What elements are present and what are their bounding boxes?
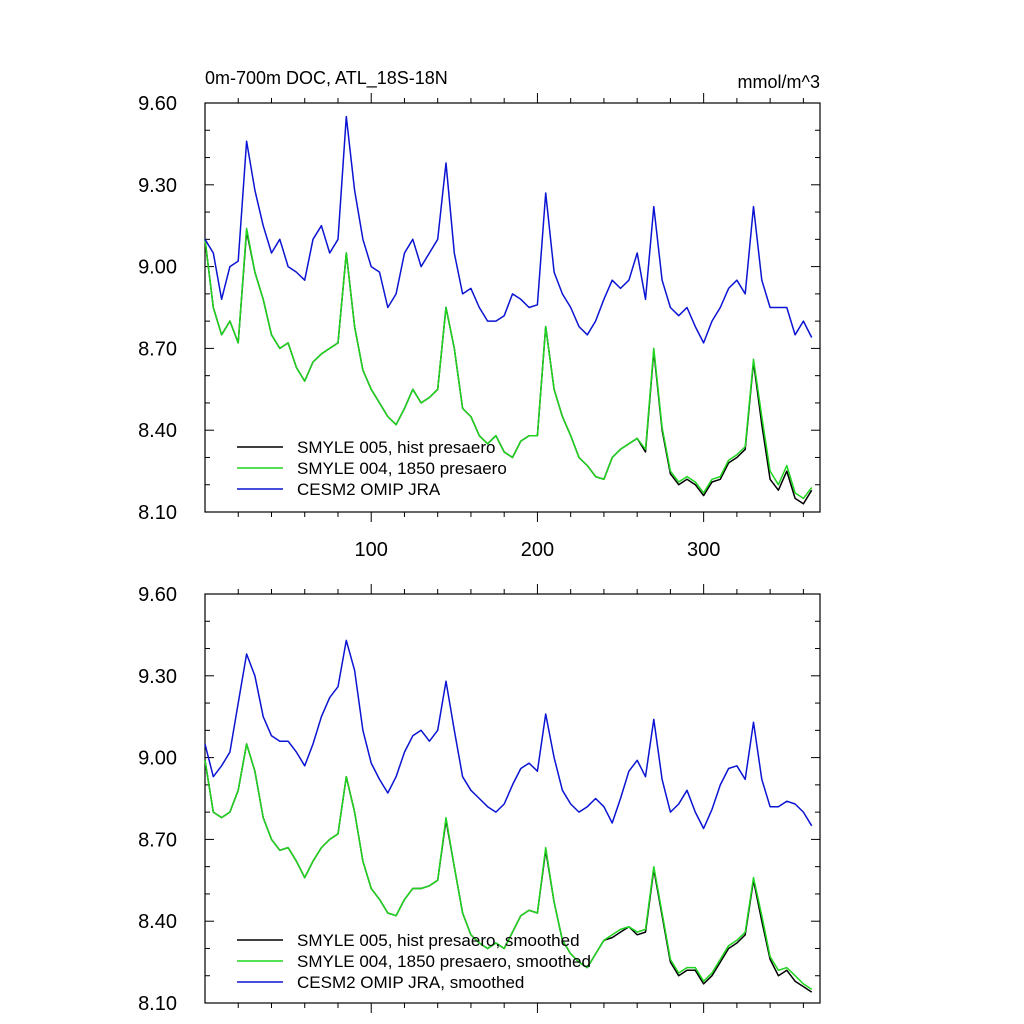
- chart-title: 0m-700m DOC, ATL_18S-18N: [205, 68, 448, 89]
- series-line-3: [204, 639, 813, 830]
- plot-frame-top: [204, 102, 821, 513]
- bottom-panel: 8.10 8.40 8.70 9.00 9.30 9.60 SMYLE 005, hist…: [138, 584, 821, 1015]
- y-tick-label: 8.70: [138, 829, 177, 851]
- legend-label: CESM2 OMIP JRA: [297, 480, 441, 499]
- legend-top: SMYLE 005, hist presaero SMYLE 004, 1850 …: [237, 438, 507, 499]
- legend-label: SMYLE 004, 1850 presaero: [297, 459, 507, 478]
- x-tick-label: 100: [355, 539, 388, 561]
- legend-bottom: SMYLE 005, hist presaero, smoothed SMYLE …: [237, 931, 591, 992]
- y-tick-label: 8.40: [138, 911, 177, 933]
- legend-label: CESM2 OMIP JRA, smoothed: [297, 973, 524, 992]
- y-tick-label: 9.30: [138, 666, 177, 688]
- series-line-2: [204, 227, 813, 500]
- x-tick-label: 200: [521, 539, 554, 561]
- top-panel: 0m-700m DOC, ATL_18S-18N mmol/m^3 8.108.…: [138, 68, 821, 561]
- series-lines-bottom: [204, 639, 813, 993]
- series-lines-top: [204, 115, 813, 505]
- y-tick-label: 8.10: [138, 502, 177, 524]
- axis-ticks-top: 8.10 8.40 8.70 9.00 9.30 9.60 100 200 300: [138, 93, 820, 561]
- legend-label: SMYLE 005, hist presaero, smoothed: [297, 931, 580, 950]
- y-tick-label: 9.60: [138, 93, 177, 115]
- y-tick-label: 8.40: [138, 420, 177, 442]
- plot-frame-bottom: [204, 593, 821, 1004]
- y-tick-label: 9.00: [138, 257, 177, 279]
- series-line-2: [204, 743, 813, 991]
- y-tick-label: 9.60: [138, 584, 177, 606]
- y-tick-label: 9.30: [138, 175, 177, 197]
- x-tick-label: 300: [687, 539, 720, 561]
- y-tick-label: 8.10: [138, 993, 177, 1015]
- axis-ticks-bottom: 8.10 8.40 8.70 9.00 9.30 9.60: [138, 584, 820, 1015]
- legend-label: SMYLE 005, hist presaero: [297, 438, 495, 457]
- y-tick-label: 8.70: [138, 338, 177, 360]
- legend-label: SMYLE 004, 1850 presaero, smoothed: [297, 952, 591, 971]
- series-line-3: [204, 115, 813, 344]
- units-label: mmol/m^3: [738, 72, 820, 92]
- y-tick-label: 9.00: [138, 748, 177, 770]
